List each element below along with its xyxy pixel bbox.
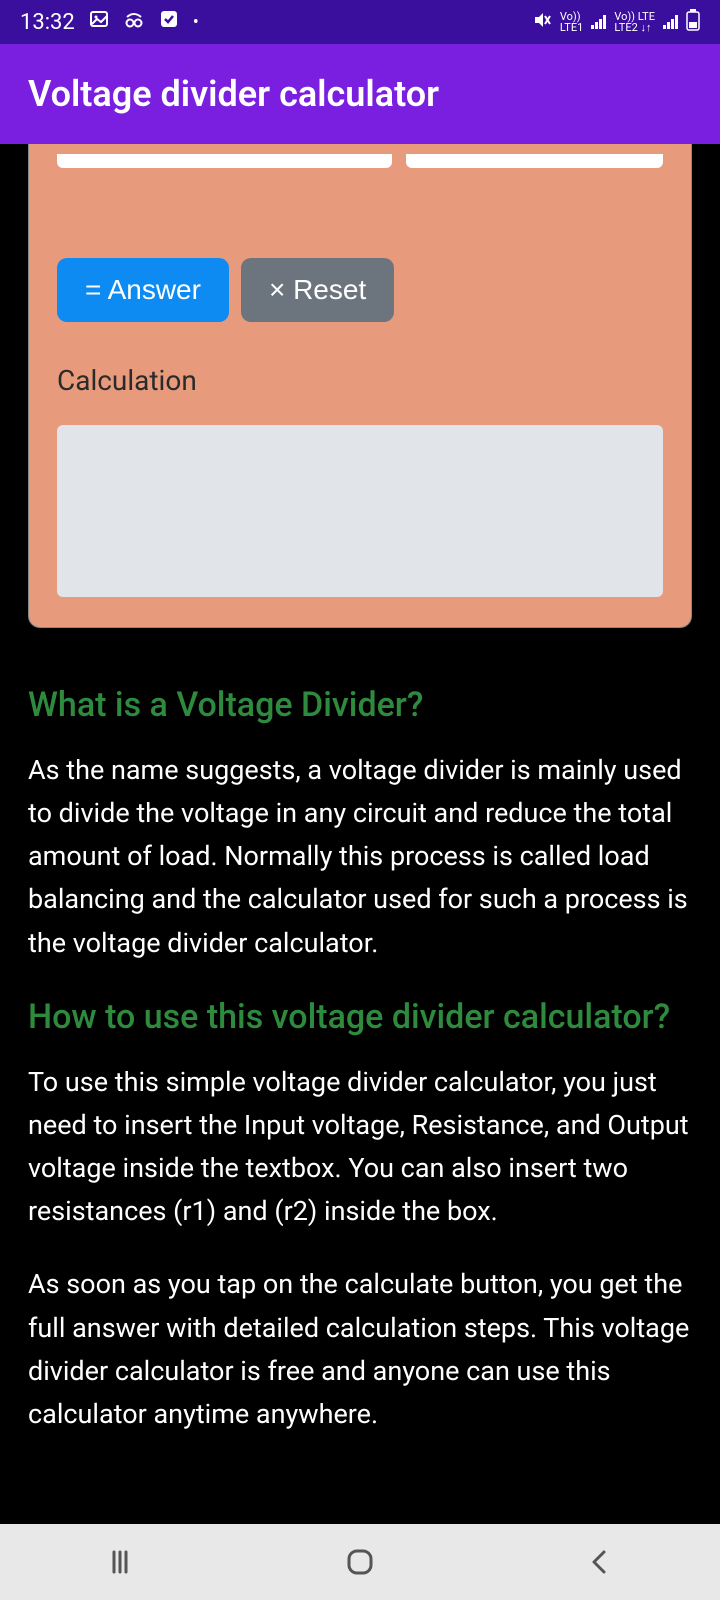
paragraph-1: As the name suggests, a voltage divider … (28, 749, 692, 965)
checkbox-icon (159, 9, 179, 35)
input-field-1[interactable] (57, 154, 392, 168)
mute-icon (532, 10, 552, 34)
app-title: Voltage divider calculator (28, 73, 439, 115)
article-section: What is a Voltage Divider? As the name s… (0, 628, 720, 1496)
recents-icon[interactable] (102, 1544, 138, 1580)
input-field-2[interactable] (406, 154, 663, 168)
signal-bars-2 (663, 15, 678, 29)
heading-how-to: How to use this voltage divider calculat… (28, 995, 692, 1041)
image-icon (89, 9, 109, 35)
paragraph-3: As soon as you tap on the calculate butt… (28, 1263, 692, 1436)
answer-button[interactable]: = Answer (57, 258, 229, 322)
battery-icon (686, 9, 700, 35)
lte2-label: Vo)) LTELTE2 ↓↑ (614, 11, 655, 33)
button-row: = Answer × Reset (57, 258, 663, 322)
calculation-label: Calculation (57, 364, 663, 397)
home-icon[interactable] (342, 1544, 378, 1580)
status-right: Vo))LTE1 Vo)) LTELTE2 ↓↑ (532, 9, 700, 35)
lte1-label: Vo))LTE1 (560, 11, 583, 33)
paragraph-2: To use this simple voltage divider calcu… (28, 1061, 692, 1234)
android-nav-bar (0, 1524, 720, 1600)
signal-bars-1 (591, 15, 606, 29)
input-row (57, 154, 663, 168)
calculation-output (57, 425, 663, 597)
reset-button[interactable]: × Reset (241, 258, 394, 322)
calculator-card: = Answer × Reset Calculation (28, 144, 692, 628)
dot-icon: • (193, 12, 199, 33)
content-area: = Answer × Reset Calculation What is a V… (0, 144, 720, 1496)
back-icon[interactable] (582, 1544, 618, 1580)
status-bar: 13:32 • Vo))LTE1 Vo)) LTELTE2 ↓↑ (0, 0, 720, 44)
app-bar: Voltage divider calculator (0, 44, 720, 144)
status-time: 13:32 (20, 10, 75, 35)
status-left: 13:32 • (20, 9, 199, 35)
heading-what-is: What is a Voltage Divider? (28, 683, 692, 729)
incognito-icon (123, 9, 145, 35)
